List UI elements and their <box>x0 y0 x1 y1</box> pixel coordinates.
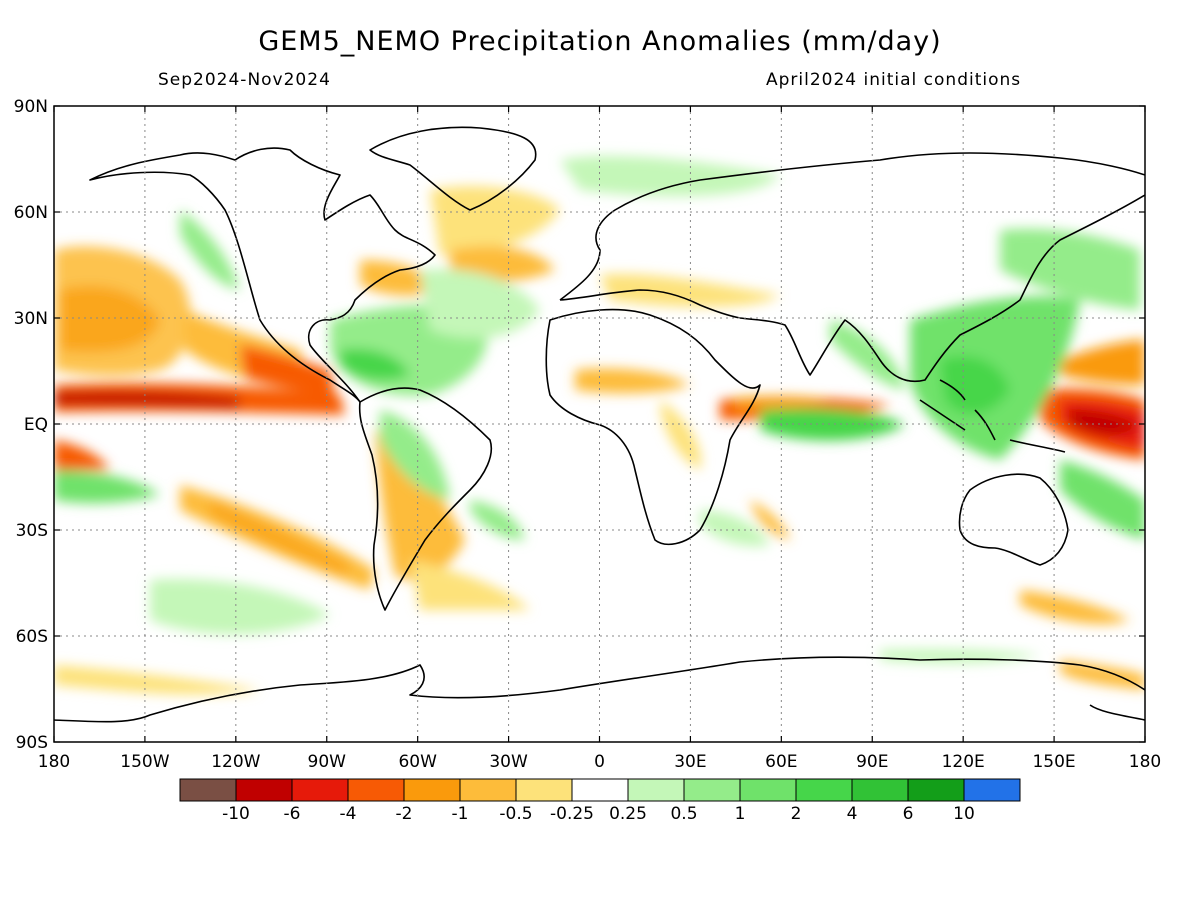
legend-swatch <box>907 778 965 802</box>
lat-label: 30N <box>14 309 48 329</box>
legend-swatch <box>403 778 461 802</box>
lat-label: 60S <box>16 627 48 647</box>
legend-label: -0.25 <box>550 804 594 824</box>
legend-swatch <box>795 778 853 802</box>
africa-outline <box>545 308 761 546</box>
legend-label: 10 <box>953 804 975 824</box>
map-frame <box>53 105 1146 743</box>
lon-label: 30E <box>674 752 706 772</box>
lat-label: 60N <box>14 203 48 223</box>
south-america-outline <box>358 387 492 611</box>
legend-swatch <box>571 778 629 802</box>
maritime-continent-outline <box>919 379 1066 453</box>
legend-swatch <box>627 778 685 802</box>
legend-swatch <box>515 778 573 802</box>
lon-label: 90W <box>308 752 347 772</box>
legend-swatch <box>963 778 1021 802</box>
latitude-labels: 90N 60N 30N EQ 30S 60S 90S <box>14 97 48 753</box>
coastlines <box>54 126 1145 723</box>
legend-swatch <box>683 778 741 802</box>
lon-label: 180 <box>38 752 70 772</box>
legend-swatch <box>347 778 405 802</box>
lat-label: 30S <box>16 521 48 541</box>
legend-label: 0.25 <box>609 804 647 824</box>
lon-label: 30W <box>489 752 528 772</box>
map-title: GEM5_NEMO Precipitation Anomalies (mm/da… <box>258 26 942 57</box>
legend-label: 6 <box>903 804 914 824</box>
legend-label: -10 <box>222 804 250 824</box>
lon-label: 150E <box>1032 752 1075 772</box>
legend-label: 2 <box>791 804 802 824</box>
lon-label: 60E <box>765 752 797 772</box>
legend-label: -4 <box>340 804 357 824</box>
lat-label: 90N <box>14 97 48 117</box>
lon-label: 90E <box>856 752 888 772</box>
legend-label: -6 <box>284 804 301 824</box>
north-america-outline <box>89 147 436 403</box>
legend-swatch <box>851 778 909 802</box>
initial-conditions: April2024 initial conditions <box>766 70 1022 90</box>
antarctica-outline <box>54 656 1145 723</box>
legend-swatch <box>459 778 517 802</box>
lat-label: 90S <box>16 733 48 753</box>
lon-label: 0 <box>594 752 605 772</box>
legend-label: -2 <box>396 804 413 824</box>
eurasia-outline <box>559 152 1145 382</box>
lon-label: 180 <box>1129 752 1161 772</box>
legend-swatch <box>179 778 237 802</box>
lon-label: 60W <box>398 752 437 772</box>
legend-label: 0.5 <box>670 804 697 824</box>
lon-label: 120W <box>211 752 260 772</box>
forecast-period: Sep2024-Nov2024 <box>158 70 331 90</box>
legend-label: -1 <box>452 804 469 824</box>
legend-label: 4 <box>847 804 858 824</box>
legend-label: -0.5 <box>499 804 532 824</box>
longitude-labels: 180 150W 120W 90W 60W 30W 0 30E 60E 90E 120E 150E 18… <box>38 752 1161 772</box>
legend-swatch <box>291 778 349 802</box>
legend-swatch <box>235 778 293 802</box>
legend-label: 1 <box>735 804 746 824</box>
lat-label: EQ <box>24 415 48 435</box>
greenland-outline <box>369 126 537 211</box>
lon-label: 120E <box>942 752 985 772</box>
legend-swatch <box>739 778 797 802</box>
colorbar-legend: -10 -6 -4 -2 -1 -0.5 -0.25 0.25 0.5 1 2 4 6 10 <box>179 778 1021 824</box>
lon-label: 150W <box>120 752 169 772</box>
australia-outline <box>958 473 1069 566</box>
